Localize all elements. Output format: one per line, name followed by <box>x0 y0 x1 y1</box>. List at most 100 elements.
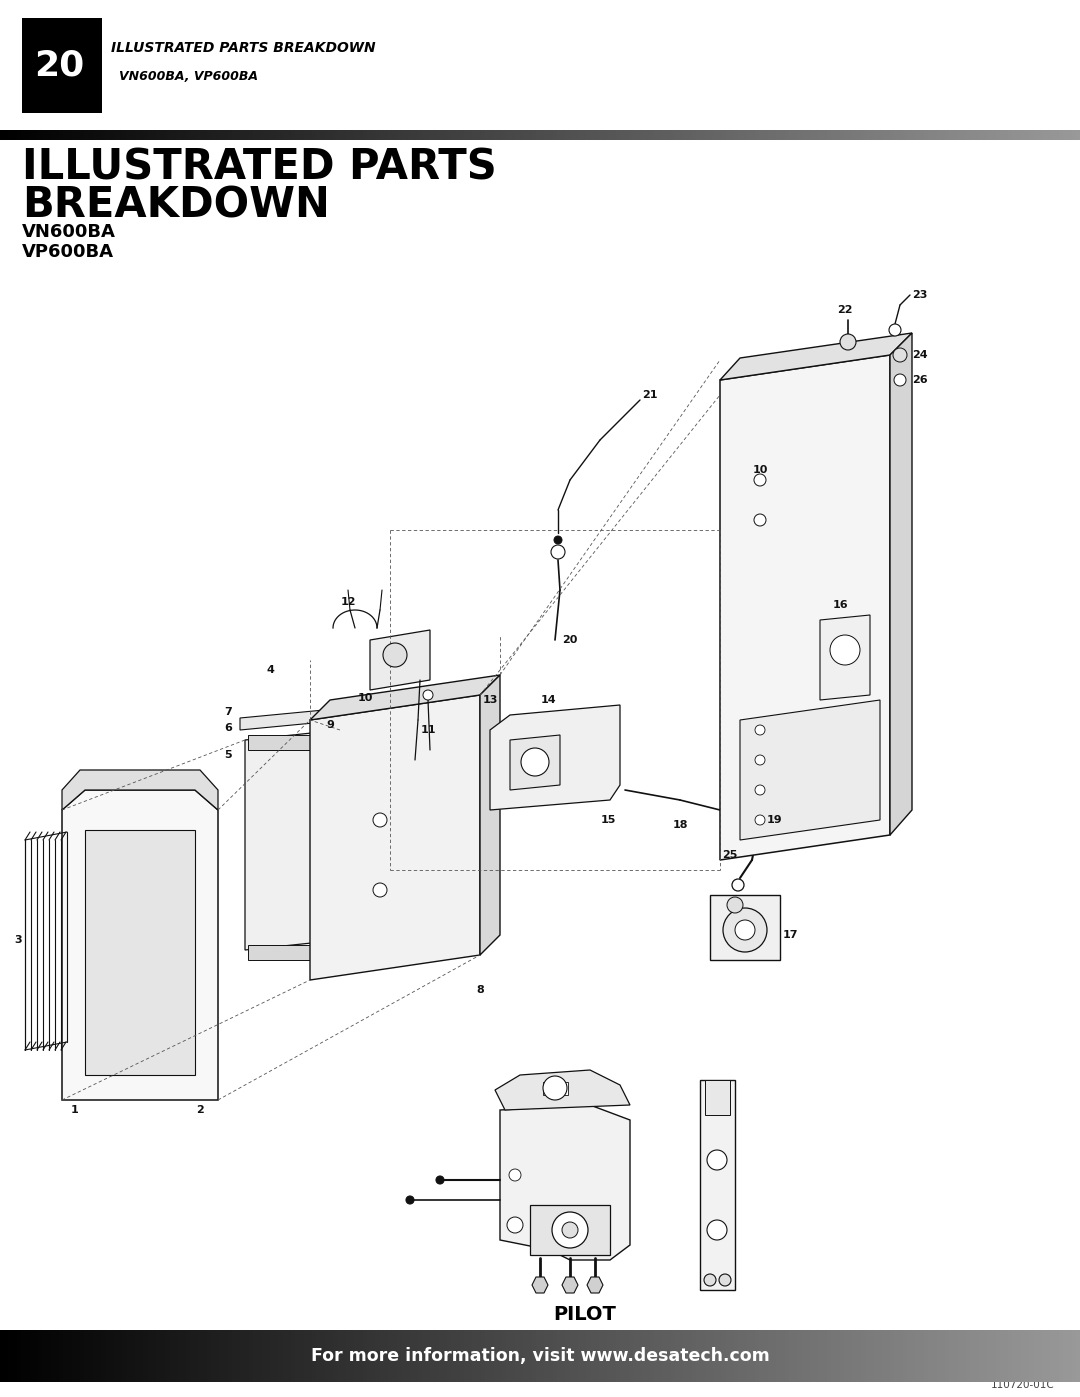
Polygon shape <box>562 1277 578 1294</box>
Circle shape <box>754 474 766 486</box>
Text: 14: 14 <box>540 694 556 705</box>
Text: 19: 19 <box>767 814 783 826</box>
Circle shape <box>755 725 765 735</box>
Polygon shape <box>248 735 338 750</box>
Circle shape <box>735 921 755 940</box>
Polygon shape <box>495 1070 630 1111</box>
Text: 26: 26 <box>913 374 928 386</box>
Polygon shape <box>720 332 912 380</box>
Polygon shape <box>705 1080 730 1115</box>
Text: 3: 3 <box>14 935 22 944</box>
Circle shape <box>436 1176 444 1185</box>
Polygon shape <box>245 731 340 950</box>
Circle shape <box>406 1196 414 1204</box>
Circle shape <box>831 636 860 665</box>
Circle shape <box>562 1222 578 1238</box>
Text: 9: 9 <box>326 719 334 731</box>
Circle shape <box>554 536 562 543</box>
Circle shape <box>707 1220 727 1241</box>
Circle shape <box>755 814 765 826</box>
Polygon shape <box>700 1080 735 1289</box>
Circle shape <box>507 1217 523 1234</box>
Circle shape <box>723 908 767 951</box>
Polygon shape <box>240 708 345 731</box>
Circle shape <box>755 785 765 795</box>
Text: 6: 6 <box>224 724 232 733</box>
Text: 10: 10 <box>357 693 373 703</box>
Text: 17: 17 <box>782 930 798 940</box>
Text: 20: 20 <box>563 636 578 645</box>
Circle shape <box>543 1076 567 1099</box>
Text: BREAKDOWN: BREAKDOWN <box>22 184 329 226</box>
Circle shape <box>894 374 906 386</box>
Polygon shape <box>370 630 430 690</box>
Circle shape <box>383 643 407 666</box>
Polygon shape <box>543 1083 568 1095</box>
Circle shape <box>423 690 433 700</box>
Polygon shape <box>532 1277 548 1294</box>
Circle shape <box>755 754 765 766</box>
Circle shape <box>509 1169 521 1180</box>
Circle shape <box>521 747 549 775</box>
Polygon shape <box>720 355 890 861</box>
Text: 5: 5 <box>225 750 232 760</box>
Polygon shape <box>530 1206 610 1255</box>
Text: 8: 8 <box>476 985 484 995</box>
Circle shape <box>373 883 387 897</box>
Text: 22: 22 <box>837 305 853 314</box>
Polygon shape <box>710 895 780 960</box>
Circle shape <box>727 897 743 914</box>
Circle shape <box>551 545 565 559</box>
Text: 23: 23 <box>913 291 928 300</box>
Polygon shape <box>62 789 218 1099</box>
Text: 13: 13 <box>483 694 498 705</box>
Polygon shape <box>62 770 218 810</box>
Polygon shape <box>248 944 338 960</box>
Text: 2: 2 <box>197 1105 204 1115</box>
Polygon shape <box>740 700 880 840</box>
Circle shape <box>373 813 387 827</box>
Text: ILLUSTRATED PARTS: ILLUSTRATED PARTS <box>22 147 497 189</box>
Text: 15: 15 <box>600 814 616 826</box>
Bar <box>97 18 102 113</box>
Circle shape <box>719 1274 731 1287</box>
Text: 12: 12 <box>340 597 355 608</box>
Text: VP600BA: VP600BA <box>22 243 114 261</box>
Circle shape <box>707 1150 727 1171</box>
Text: ILLUSTRATED PARTS BREAKDOWN: ILLUSTRATED PARTS BREAKDOWN <box>111 41 376 54</box>
Polygon shape <box>588 1277 603 1294</box>
Polygon shape <box>890 332 912 835</box>
Text: 11: 11 <box>420 725 435 735</box>
Text: 4: 4 <box>266 665 274 675</box>
Text: 20: 20 <box>35 49 84 82</box>
Polygon shape <box>310 675 500 719</box>
Text: 7: 7 <box>225 707 232 717</box>
Polygon shape <box>500 1105 630 1260</box>
Polygon shape <box>480 675 500 956</box>
Text: 24: 24 <box>913 351 928 360</box>
Text: VN600BA, VP600BA: VN600BA, VP600BA <box>119 70 258 82</box>
Text: For more information, visit www.desatech.com: For more information, visit www.desatech… <box>311 1347 769 1365</box>
Circle shape <box>704 1274 716 1287</box>
Polygon shape <box>820 615 870 700</box>
Text: 10: 10 <box>753 465 768 475</box>
Text: 1: 1 <box>71 1105 79 1115</box>
Text: 25: 25 <box>723 849 738 861</box>
Circle shape <box>840 334 856 351</box>
Text: VN600BA: VN600BA <box>22 224 116 242</box>
Circle shape <box>893 348 907 362</box>
Polygon shape <box>490 705 620 810</box>
Text: 18: 18 <box>672 820 688 830</box>
Polygon shape <box>85 830 195 1076</box>
Polygon shape <box>510 735 561 789</box>
Circle shape <box>552 1213 588 1248</box>
Circle shape <box>754 514 766 527</box>
Circle shape <box>889 324 901 337</box>
Text: 21: 21 <box>643 390 658 400</box>
Text: 16: 16 <box>833 599 848 610</box>
Circle shape <box>732 879 744 891</box>
Bar <box>22 18 97 113</box>
Text: PILOT: PILOT <box>554 1306 617 1324</box>
Text: 110720-01C: 110720-01C <box>991 1380 1055 1390</box>
Polygon shape <box>310 694 480 981</box>
